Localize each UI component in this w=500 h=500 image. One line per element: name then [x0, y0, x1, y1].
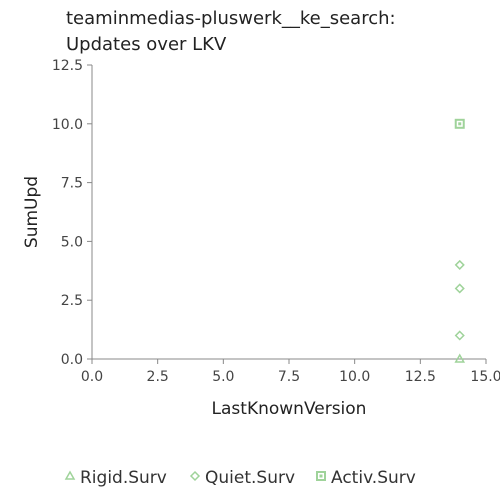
y-axis-title: SumUpd	[22, 176, 42, 248]
legend-label: Quiet.Surv	[205, 468, 295, 488]
legend: Rigid.Surv Quiet.Surv Activ.Surv	[64, 468, 416, 488]
x-tick-label: 12.5	[405, 369, 436, 385]
point-activ-surv-outer	[454, 118, 465, 129]
x-axis-ticks: 0.0 2.5 5.0 7.5 10.0 12.5 15.0	[81, 359, 500, 385]
y-tick-label: 2.5	[61, 293, 83, 309]
legend-marker-activ-surv	[316, 471, 326, 481]
legend-marker-rigid-surv	[64, 470, 76, 480]
point-quiet-surv	[454, 259, 465, 270]
y-tick-label: 7.5	[61, 176, 83, 192]
y-tick-label: 0.0	[61, 352, 83, 368]
x-tick-label: 0.0	[81, 369, 103, 385]
x-tick-label: 5.0	[212, 369, 234, 385]
point-activ-surv	[454, 118, 465, 129]
x-axis-title: LastKnownVersion	[212, 399, 367, 419]
legend-marker-quiet-surv	[189, 470, 201, 482]
x-tick-label: 2.5	[147, 369, 169, 385]
x-tick-label: 7.5	[278, 369, 300, 385]
x-tick-label: 10.0	[339, 369, 370, 385]
x-tick-label: 15.0	[470, 369, 500, 385]
point-quiet-surv	[454, 283, 465, 294]
y-tick-label: 5.0	[61, 234, 83, 250]
point-rigid-surv	[454, 353, 466, 363]
chart-title-line-1: teaminmedias-pluswerk__ke_search:	[66, 8, 396, 29]
legend-marker-activ-surv-inner	[319, 474, 323, 478]
y-tick-label: 12.5	[52, 58, 83, 74]
axes	[91, 65, 486, 360]
point-quiet-surv	[454, 330, 465, 341]
point-activ-surv-inner	[458, 122, 462, 126]
legend-label: Activ.Surv	[331, 468, 416, 488]
legend-label: Rigid.Surv	[80, 468, 167, 488]
legend-marker-activ-surv-outer	[316, 471, 326, 481]
y-axis-ticks: 0.0 2.5 5.0 7.5 10.0 12.5	[52, 58, 92, 368]
y-tick-label: 10.0	[52, 117, 83, 133]
chart-title-line-2: Updates over LKV	[66, 34, 227, 55]
data-points	[454, 118, 466, 363]
